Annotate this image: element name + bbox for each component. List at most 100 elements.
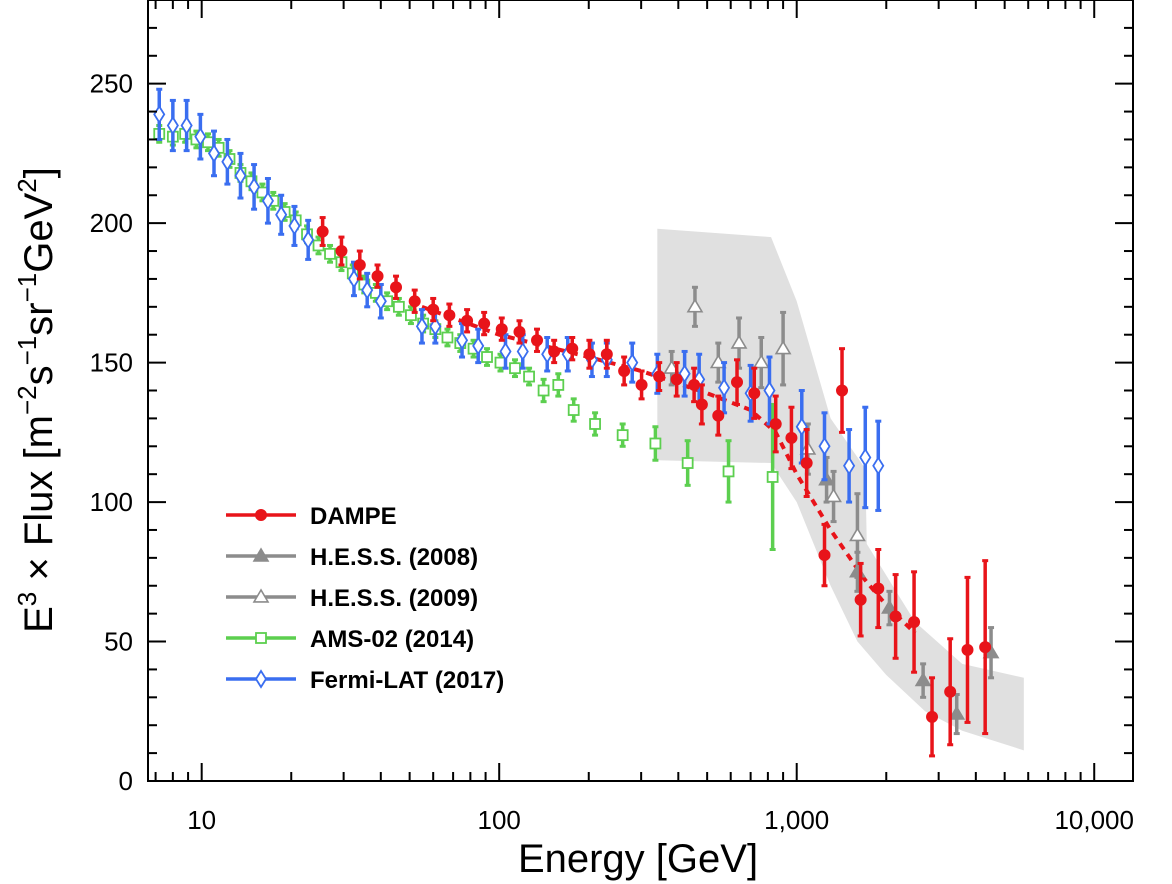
data-point bbox=[221, 152, 234, 172]
x-axis-title: Energy [GeV] bbox=[518, 837, 758, 881]
data-point bbox=[347, 269, 361, 289]
data-point bbox=[818, 549, 831, 562]
data-point bbox=[455, 330, 469, 350]
data-point bbox=[730, 334, 748, 349]
data-point bbox=[731, 376, 744, 389]
data-point bbox=[288, 216, 301, 236]
data-point bbox=[374, 291, 387, 311]
data-point bbox=[427, 303, 440, 316]
legend-label: Fermi-LAT (2017) bbox=[310, 667, 504, 694]
data-point bbox=[207, 143, 221, 164]
data-point bbox=[635, 378, 648, 391]
series-dampe bbox=[316, 216, 992, 758]
data-point bbox=[324, 247, 336, 260]
data-point bbox=[441, 331, 454, 344]
data-point bbox=[752, 354, 770, 369]
legend-marker bbox=[255, 632, 267, 644]
data-point bbox=[408, 295, 421, 308]
data-point bbox=[495, 323, 508, 336]
data-point bbox=[353, 258, 366, 271]
x-tick-label: 10 bbox=[187, 805, 216, 835]
data-point bbox=[616, 429, 629, 442]
data-point bbox=[335, 245, 348, 258]
y-tick-label: 200 bbox=[90, 208, 133, 238]
data-point bbox=[872, 456, 885, 476]
data-point bbox=[626, 352, 639, 373]
data-point bbox=[800, 457, 813, 470]
tick-layer bbox=[148, 0, 1133, 782]
data-point bbox=[478, 317, 491, 330]
data-point bbox=[472, 336, 485, 356]
data-point bbox=[316, 225, 329, 238]
x-tick-label: 10,000 bbox=[1054, 805, 1134, 835]
data-point bbox=[461, 314, 474, 327]
data-point bbox=[552, 379, 565, 391]
legend-label: H.E.S.S. (2009) bbox=[310, 585, 478, 612]
data-point bbox=[180, 115, 193, 136]
data-point bbox=[769, 417, 782, 430]
data-point bbox=[443, 309, 456, 322]
legend-item: DAMPE bbox=[226, 503, 397, 530]
data-point bbox=[926, 710, 939, 723]
data-point bbox=[825, 487, 842, 503]
data-point bbox=[649, 437, 662, 450]
data-point bbox=[261, 191, 275, 211]
data-point bbox=[718, 378, 731, 398]
data-point bbox=[166, 115, 179, 136]
data-point bbox=[275, 205, 288, 225]
data-point bbox=[537, 384, 550, 397]
data-point bbox=[686, 298, 704, 313]
data-point bbox=[774, 340, 792, 355]
data-point bbox=[302, 230, 315, 250]
data-point bbox=[818, 436, 831, 456]
data-point bbox=[908, 616, 921, 629]
hess-uncertainty-band bbox=[657, 228, 1024, 751]
series-fermi-lat-2017 bbox=[153, 87, 885, 512]
data-point bbox=[948, 705, 966, 720]
data-point bbox=[583, 348, 596, 361]
data-point bbox=[944, 685, 957, 698]
data-point bbox=[589, 418, 601, 430]
legend-marker bbox=[255, 509, 267, 521]
y-tick-label: 150 bbox=[90, 348, 133, 378]
legend-item: Fermi-LAT (2017) bbox=[226, 667, 504, 694]
data-point bbox=[881, 599, 898, 614]
data-point bbox=[499, 341, 512, 362]
data-point bbox=[785, 431, 798, 444]
data-point bbox=[234, 166, 247, 186]
data-point bbox=[548, 345, 561, 358]
y-tick-label: 0 bbox=[119, 766, 133, 796]
data-point bbox=[872, 582, 885, 595]
data-point bbox=[763, 380, 776, 401]
data-point bbox=[670, 373, 683, 386]
data-point bbox=[688, 378, 701, 391]
data-point bbox=[481, 351, 493, 363]
data-point bbox=[566, 342, 579, 355]
data-point bbox=[722, 465, 735, 478]
legend-marker bbox=[252, 588, 270, 603]
data-point bbox=[429, 316, 442, 337]
legend-label: AMS-02 (2014) bbox=[310, 626, 474, 653]
legend-item: H.E.S.S. (2008) bbox=[226, 544, 478, 571]
data-point bbox=[153, 104, 166, 125]
y-tick-label: 250 bbox=[90, 69, 133, 99]
data-point bbox=[531, 334, 544, 347]
data-point bbox=[712, 409, 725, 422]
data-point bbox=[405, 309, 417, 322]
series-h-e-s-s-2008 bbox=[818, 455, 1000, 736]
legend-marker bbox=[254, 669, 268, 689]
data-point bbox=[849, 526, 866, 542]
x-tick-label: 1,000 bbox=[764, 805, 829, 835]
data-point bbox=[914, 672, 932, 687]
legend-label: H.E.S.S. (2008) bbox=[310, 544, 478, 571]
legend-label: DAMPE bbox=[310, 503, 397, 530]
legend-marker bbox=[252, 547, 270, 562]
data-point bbox=[516, 341, 529, 362]
data-point bbox=[361, 280, 374, 300]
data-point bbox=[766, 471, 779, 483]
data-point bbox=[248, 177, 261, 197]
data-point bbox=[854, 593, 867, 606]
data-point bbox=[748, 387, 761, 400]
data-point bbox=[371, 270, 384, 283]
data-point bbox=[600, 348, 613, 361]
